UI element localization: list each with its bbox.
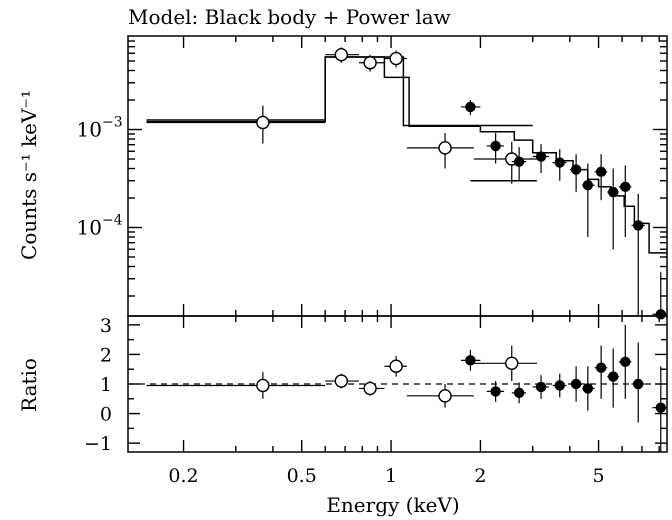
data-point-open xyxy=(334,47,349,62)
y-tick-label: 10 xyxy=(77,118,102,142)
x-tick-label: 5 xyxy=(593,465,605,487)
data-point-open xyxy=(505,356,519,371)
data-point-filled xyxy=(513,156,525,167)
data-point-filled xyxy=(582,383,594,394)
ratio-panel: 0.2 0.5 1 2 5 −1 0 1 2 3 xyxy=(84,315,668,487)
data-point-open xyxy=(363,381,377,396)
data-point-filled xyxy=(633,378,644,390)
y-tick-label: 0 xyxy=(100,404,112,426)
chart-title: Model: Black body + Power law xyxy=(128,5,451,29)
data-point-filled xyxy=(655,402,666,413)
x-tick-label: 0.2 xyxy=(168,465,198,487)
data-point-filled xyxy=(570,378,582,390)
data-point-filled xyxy=(570,164,582,175)
data-point-filled xyxy=(655,309,666,320)
y-tick-label: −1 xyxy=(84,433,112,455)
data-point-filled xyxy=(607,371,619,382)
data-point-open xyxy=(438,141,452,155)
ratio-y-axis-label: Ratio xyxy=(17,358,41,412)
y-tick-label: 10 xyxy=(77,216,102,240)
data-point-filled xyxy=(633,220,644,231)
data-point-filled xyxy=(554,157,565,168)
data-point-filled xyxy=(607,186,619,198)
data-point-open xyxy=(389,51,403,66)
data-point-open xyxy=(363,56,377,70)
x-tick-label: 1 xyxy=(385,465,397,487)
data-point-filled xyxy=(490,140,501,152)
data-point-filled xyxy=(465,355,476,366)
data-point-open xyxy=(438,389,452,403)
y-tick-label: 2 xyxy=(100,344,112,366)
model-step-line xyxy=(146,56,667,254)
x-tick-label: 0.5 xyxy=(287,465,317,487)
data-point-filled xyxy=(620,356,631,368)
data-point-filled xyxy=(554,380,565,391)
y-tick-label: 3 xyxy=(100,315,112,337)
y-tick-label-exponent: −3 xyxy=(102,115,123,131)
y-tick-label-exponent: −4 xyxy=(102,213,123,229)
data-point-open xyxy=(256,378,270,393)
y-tick-label: 1 xyxy=(100,374,112,396)
model-step-line xyxy=(146,56,533,127)
data-point-filled xyxy=(490,386,501,397)
data-point-filled xyxy=(513,387,525,399)
data-point-filled xyxy=(620,181,631,193)
data-point-open xyxy=(389,359,403,373)
data-point-filled xyxy=(535,381,547,393)
data-point-filled xyxy=(582,180,594,191)
data-point-open xyxy=(334,374,349,388)
x-tick-label: 2 xyxy=(474,465,486,487)
x-axis-label: Energy (keV) xyxy=(326,493,459,517)
data-point-filled xyxy=(595,166,607,178)
data-point-open xyxy=(256,115,270,130)
data-point-filled xyxy=(595,362,607,373)
data-point-filled xyxy=(535,151,547,162)
spectrum-panel: 10−310−4 xyxy=(77,35,668,320)
spectrum-y-axis-label: Counts s⁻¹ keV⁻¹ xyxy=(17,90,41,260)
data-point-filled xyxy=(465,101,476,113)
